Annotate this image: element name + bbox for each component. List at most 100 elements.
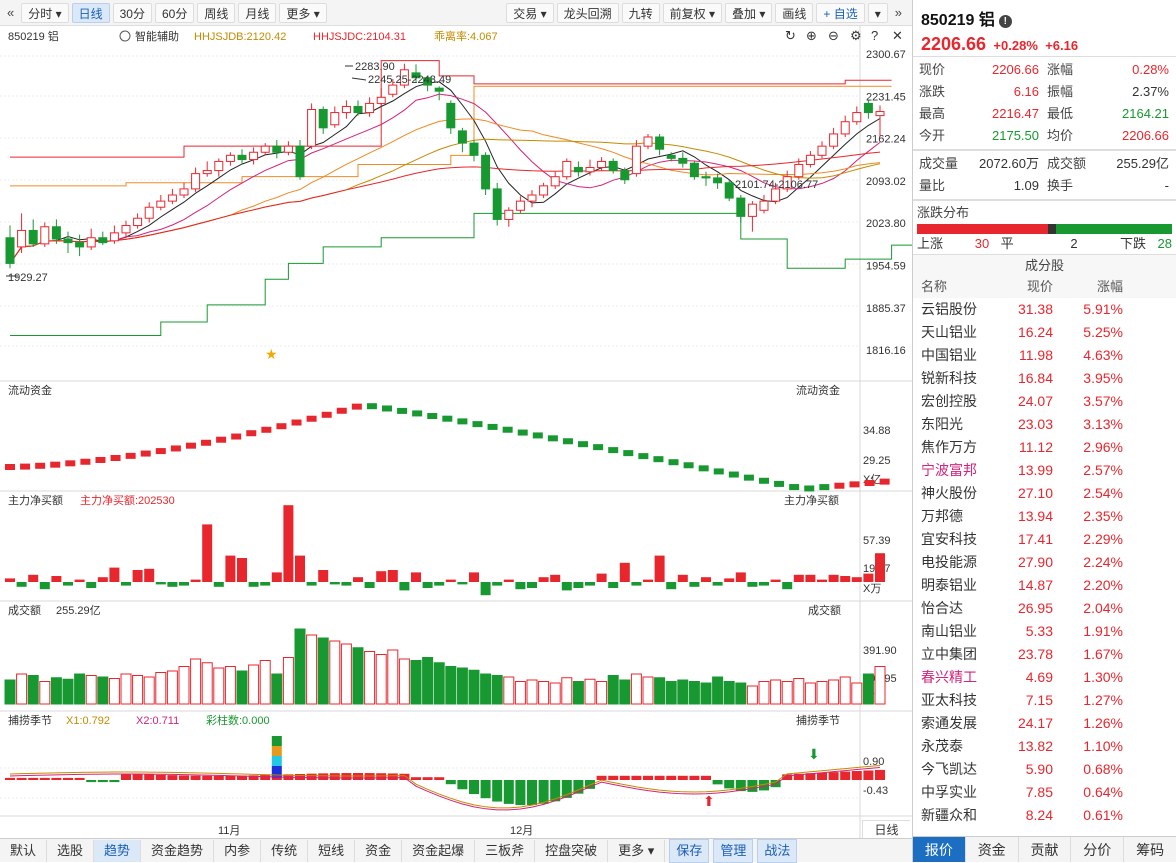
close-icon[interactable]: ✕ [892,28,903,43]
indicator-tab[interactable]: 资金 [355,839,403,862]
turnover-bar [201,662,213,705]
netbuy-bar [712,582,723,586]
indicator-tab[interactable]: 默认 [0,839,48,862]
indicator-tab[interactable]: 短线 [308,839,356,862]
expand-panel-icon[interactable]: » [894,4,902,20]
col-name-header[interactable]: 名称 [921,279,948,294]
turnover-bar [851,682,863,705]
quote-label: 振幅 [1047,84,1074,99]
col-change-header[interactable]: 涨幅 [1096,279,1123,294]
assist-toggle-icon[interactable] [119,30,131,42]
indicator-tab[interactable]: 三板斧 [475,839,536,862]
stock-price: 16.84 [1017,370,1053,386]
period-button[interactable]: 月线 [238,2,277,23]
constituent-row[interactable]: 宁波富邦 13.99 2.57% [913,459,1176,482]
info-icon[interactable]: ! [998,15,1012,28]
bottom-action-button[interactable]: 战法 [757,838,798,863]
netbuy-bar [51,576,62,582]
zoom-in-icon[interactable]: ⊕ [806,28,817,43]
volume-row: 成交量 2072.60万 成交额 255.29亿 [913,153,1176,175]
indicator-tab[interactable]: 选股 [47,839,95,862]
constituent-row[interactable]: 南山铝业 5.33 1.91% [913,620,1176,643]
constituent-row[interactable]: 永茂泰 13.82 1.10% [913,735,1176,758]
add-watchlist-button[interactable]: + 自选 [816,2,865,23]
constituent-row[interactable]: 亚太科技 7.15 1.27% [913,689,1176,712]
refresh-icon[interactable]: ↻ [785,28,796,43]
season-bar [851,771,862,780]
sidebar-tab[interactable]: 筹码 [1124,837,1176,862]
netbuy-title: 主力净买额 [8,493,63,507]
x-axis-period-button[interactable]: 日线 [862,820,910,838]
kline-chart[interactable]: 850219 铝 智能辅助 HHJSJDB:2120.42 HHJSJDC:21… [0,26,912,838]
liquidity-bar [804,485,815,492]
zoom-out-icon[interactable]: ⊖ [828,28,839,43]
constituent-row[interactable]: 今飞凯达 5.90 0.68% [913,758,1176,781]
netbuy-bar [28,574,39,582]
help-icon[interactable]: ? [871,28,878,43]
col-price-header[interactable]: 现价 [1026,279,1053,294]
nine-turn-button[interactable]: 九转 [621,2,660,23]
more-periods-button[interactable]: 更多 ▾ [279,2,327,23]
constituent-row[interactable]: 万邦德 13.94 2.35% [913,505,1176,528]
turnover-bar [4,679,16,705]
period-button-daily[interactable]: 日线 [71,2,110,23]
sidebar-tab[interactable]: 分价 [1071,837,1125,862]
constituent-row[interactable]: 怡合达 26.95 2.04% [913,597,1176,620]
indicator-tab[interactable]: 资金趋势 [141,839,215,862]
indicator-tab[interactable]: 趋势 [94,839,142,862]
constituent-row[interactable]: 索通发展 24.17 1.26% [913,712,1176,735]
overlay-button[interactable]: 叠加 ▾ [725,2,773,23]
bottom-action-button[interactable]: 保存 [669,838,710,863]
settings-icon[interactable]: ⚙ [850,28,862,43]
stock-change: 1.10% [1083,738,1123,754]
turnover-bar [282,657,294,705]
period-button[interactable]: 分时 ▾ [21,2,69,23]
watchlist-dropdown-button[interactable]: ▾ [867,2,888,23]
netbuy-value: 主力净买额:202530 [80,493,175,507]
constituent-row[interactable]: 云铝股份 31.38 5.91% [913,298,1176,321]
sidebar-tab[interactable]: 贡献 [1019,837,1072,862]
trade-button[interactable]: 交易 ▾ [506,2,554,23]
leader-backtrack-button[interactable]: 龙头回溯 [556,2,619,23]
constituent-row[interactable]: 焦作万方 11.12 2.96% [913,436,1176,459]
indicator-tab[interactable]: 更多 ▾ [608,839,666,862]
constituent-row[interactable]: 宏创控股 24.07 3.57% [913,390,1176,413]
constituent-row[interactable]: 立中集团 23.78 1.67% [913,643,1176,666]
season-bar [364,773,375,780]
sidebar-title: 850219 铝! [921,6,1168,30]
period-button[interactable]: 60分 [154,2,195,23]
candle-body [191,173,201,190]
sidebar-tab[interactable]: 报价 [913,837,966,862]
quote-sidebar: 850219 铝! 2206.66 +0.28% +6.16 现价 2206.66… [912,0,1176,862]
period-button[interactable]: 30分 [112,2,152,23]
liquidity-bar [879,478,890,485]
constituent-row[interactable]: 东阳光 23.03 3.13% [913,413,1176,436]
collapse-panel-icon[interactable]: « [7,4,15,20]
constituent-row[interactable]: 中国铝业 11.98 4.63% [913,344,1176,367]
sidebar-tab[interactable]: 资金 [966,837,1019,862]
constituent-row[interactable]: 电投能源 27.90 2.24% [913,551,1176,574]
liquidity-bar [201,439,212,446]
quote-row: 现价 2206.66 涨幅 0.28% [913,59,1176,81]
indicator-tab[interactable]: 控盘突破 [535,839,609,862]
volume-label: 成交额 [1047,156,1087,171]
constituent-row[interactable]: 神火股份 27.10 2.54% [913,482,1176,505]
draw-line-button[interactable]: 画线 [775,2,814,23]
constituent-row[interactable]: 明泰铝业 14.87 2.20% [913,574,1176,597]
indicator-tab[interactable]: 内参 [214,839,262,862]
dist-down-label: 下跌 [1120,236,1147,251]
constituent-row[interactable]: 锐新科技 16.84 3.95% [913,367,1176,390]
assist-label[interactable]: 智能辅助 [135,29,179,43]
netbuy-bar [109,567,120,582]
indicator-tab[interactable]: 资金起爆 [402,839,476,862]
constituent-row[interactable]: 中孚实业 7.85 0.64% [913,781,1176,804]
constituent-row[interactable]: 新疆众和 8.24 0.61% [913,804,1176,827]
constituent-row[interactable]: 天山铝业 16.24 5.25% [913,321,1176,344]
indicator-tab[interactable]: 传统 [261,839,309,862]
period-button[interactable]: 周线 [197,2,236,23]
constituent-row[interactable]: 春兴精工 4.69 1.30% [913,666,1176,689]
bottom-action-button[interactable]: 管理 [713,838,754,863]
constituent-row[interactable]: 宜安科技 17.41 2.29% [913,528,1176,551]
adjust-button[interactable]: 前复权 ▾ [662,2,723,23]
season-bar [445,780,456,785]
